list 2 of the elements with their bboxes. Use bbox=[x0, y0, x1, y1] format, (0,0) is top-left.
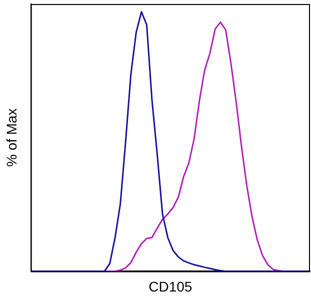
y-axis-title: % of Max bbox=[3, 108, 20, 167]
x-axis-title: CD105 bbox=[148, 278, 192, 294]
